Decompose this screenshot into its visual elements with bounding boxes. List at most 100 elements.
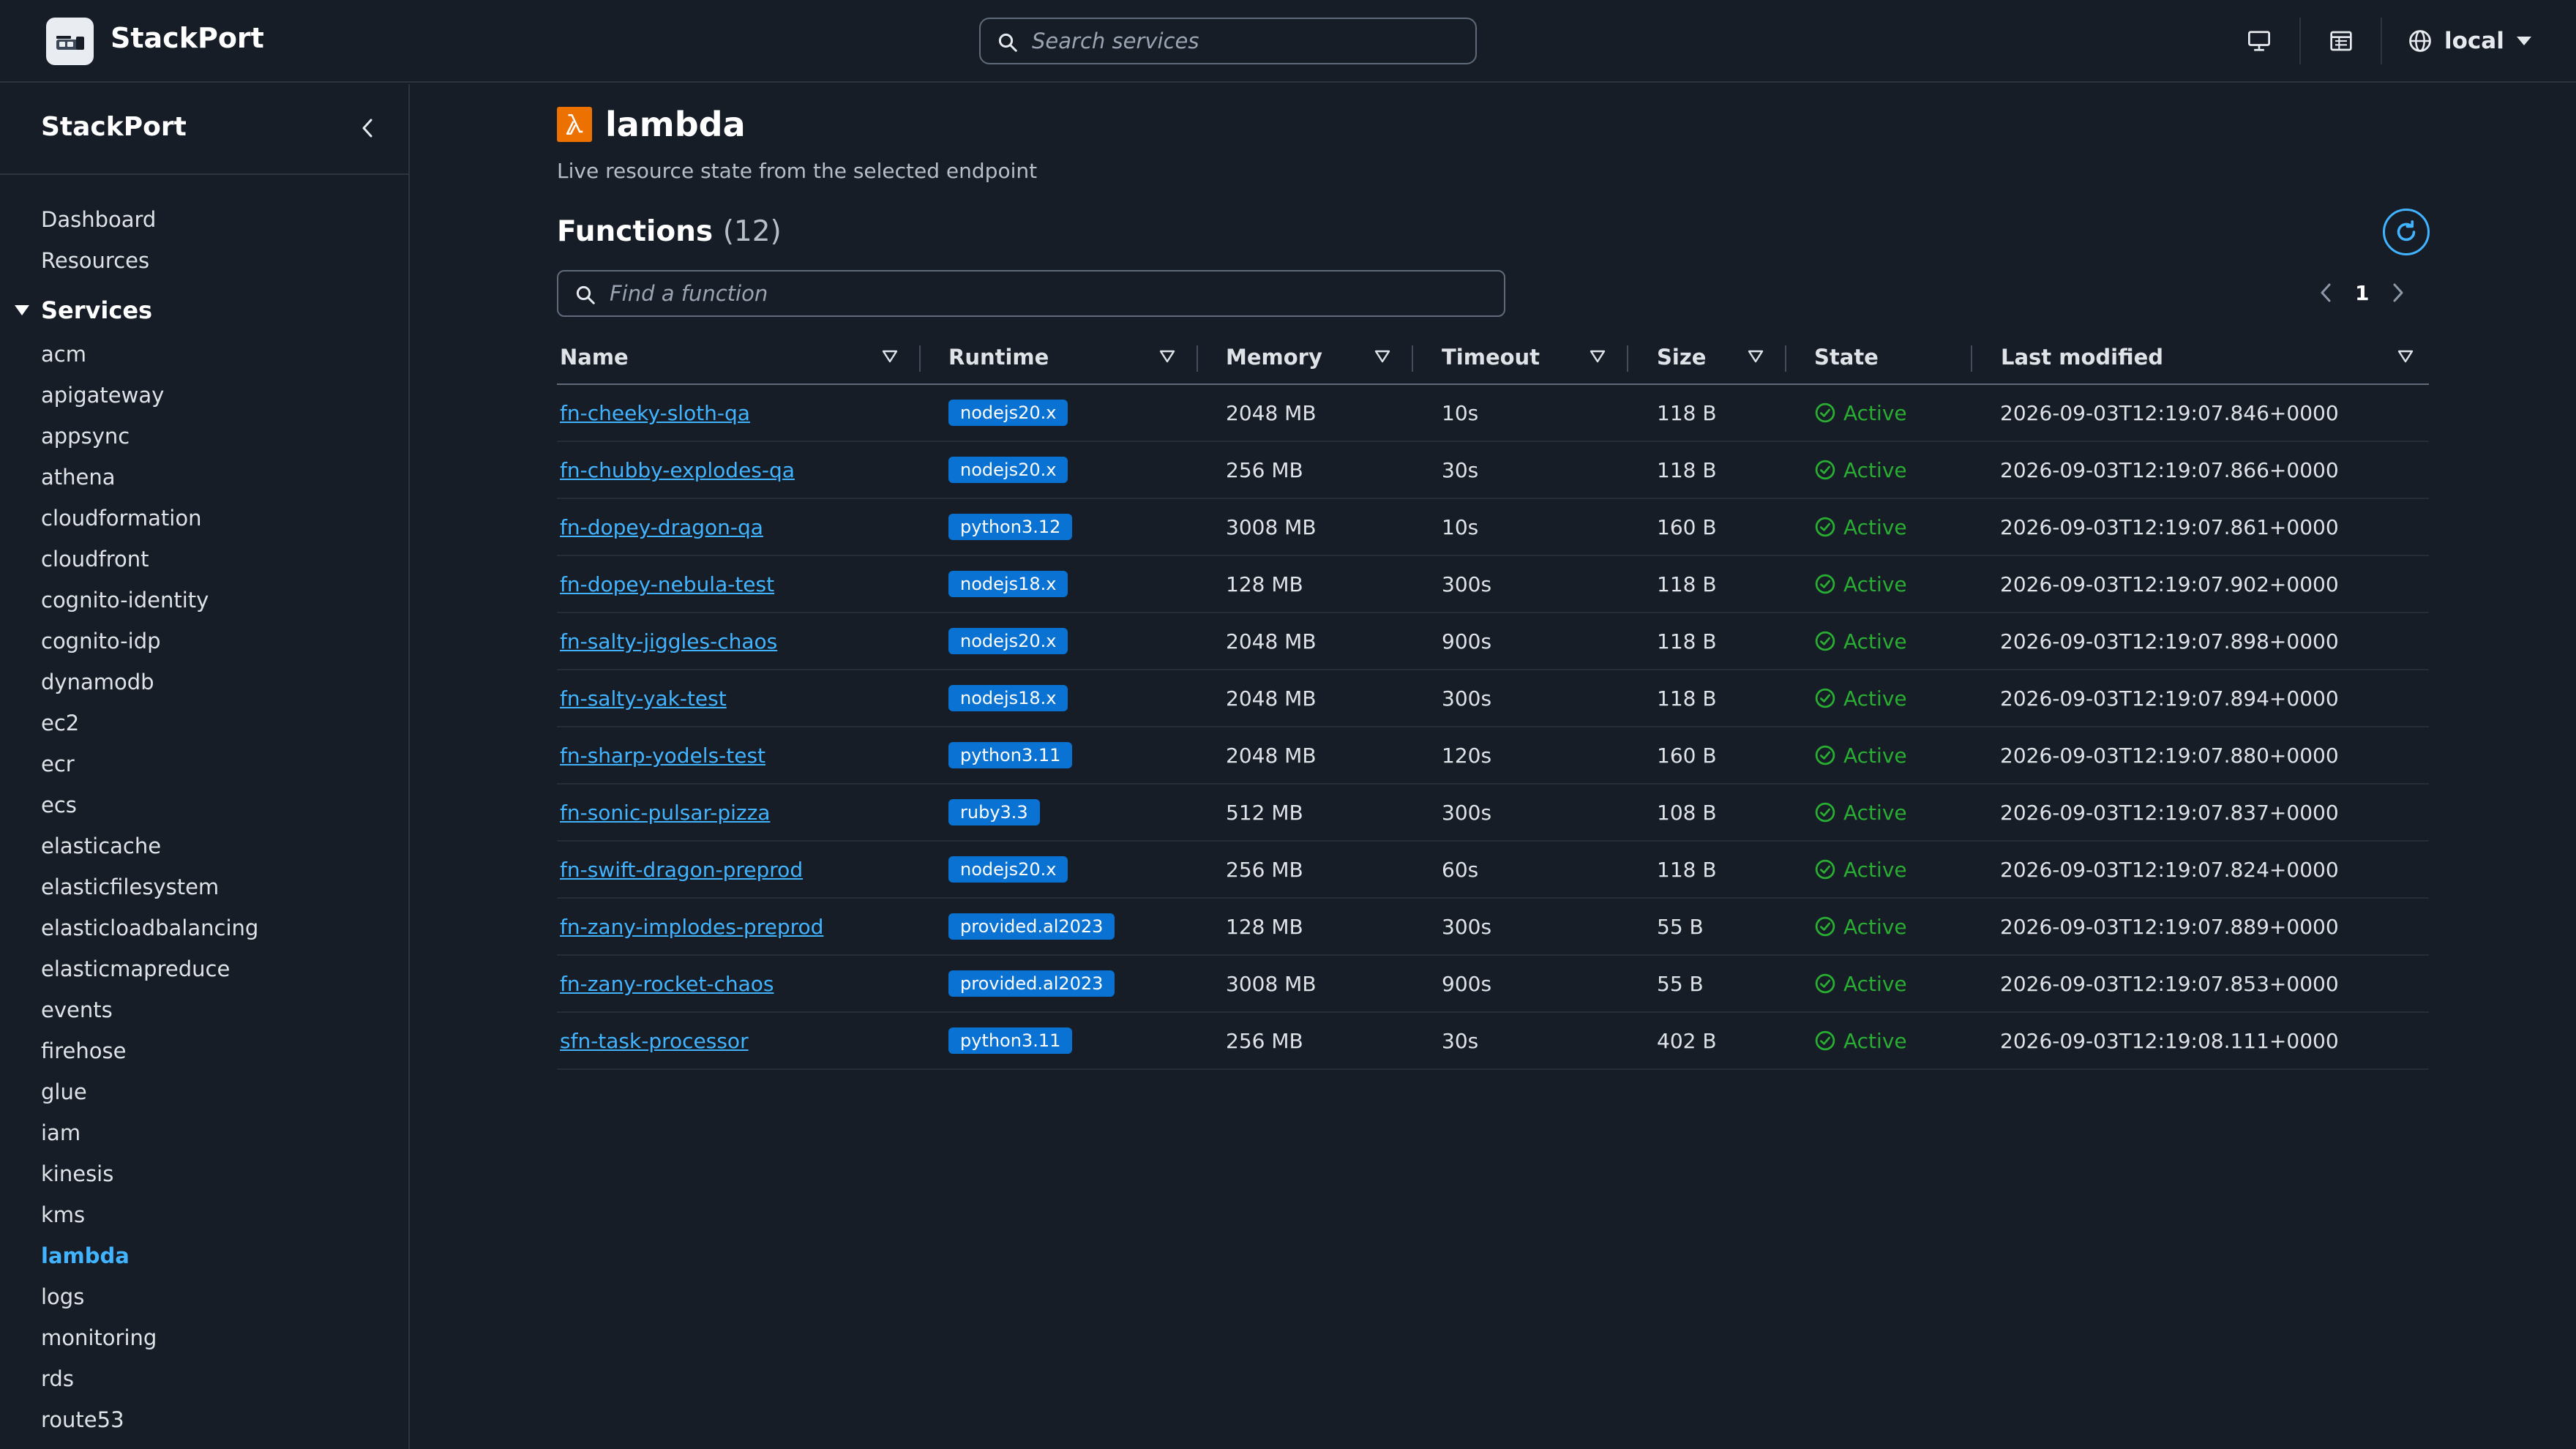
function-name-link[interactable]: fn-cheeky-sloth-qa bbox=[560, 400, 750, 425]
sort-caret-icon[interactable] bbox=[1748, 348, 1764, 364]
function-name-link[interactable]: fn-salty-yak-test bbox=[560, 686, 727, 711]
chevron-left-icon[interactable] bbox=[2318, 282, 2333, 304]
stackport-logo-icon[interactable] bbox=[46, 18, 94, 65]
cell-state: Active bbox=[1814, 556, 1907, 612]
sidebar-item-elasticmapreduce[interactable]: elasticmapreduce bbox=[41, 956, 231, 981]
column-header-runtime[interactable]: Runtime bbox=[948, 345, 1049, 370]
column-header-state[interactable]: State bbox=[1814, 345, 1879, 370]
function-name-link[interactable]: fn-dopey-nebula-test bbox=[560, 572, 775, 596]
table-row[interactable]: fn-salty-yak-test nodejs18.x 2048 MB 300s 11… bbox=[557, 670, 2429, 727]
column-header-size[interactable]: Size bbox=[1657, 345, 1707, 370]
refresh-button[interactable] bbox=[2383, 209, 2430, 255]
function-name-link[interactable]: fn-chubby-explodes-qa bbox=[560, 457, 795, 482]
table-row[interactable]: fn-sonic-pulsar-pizza ruby3.3 512 MB 300s 10… bbox=[557, 785, 2429, 842]
table-row[interactable]: fn-dopey-dragon-qa python3.12 3008 MB 10s 16… bbox=[557, 499, 2429, 556]
find-function-field[interactable] bbox=[557, 270, 1505, 317]
sidebar-item-iam[interactable]: iam bbox=[41, 1120, 81, 1145]
region-selector[interactable]: local bbox=[2408, 22, 2532, 60]
table-row[interactable]: fn-salty-jiggles-chaos nodejs20.x 2048 MB 9… bbox=[557, 613, 2429, 670]
sidebar-item-elasticfilesystem[interactable]: elasticfilesystem bbox=[41, 875, 220, 899]
services-section-toggle[interactable]: Services bbox=[13, 296, 152, 324]
function-name-link[interactable]: fn-salty-jiggles-chaos bbox=[560, 629, 778, 654]
cell-size: 402 B bbox=[1657, 1028, 1717, 1053]
sidebar-link-dashboard[interactable]: Dashboard bbox=[41, 207, 157, 232]
sidebar-item-ecr[interactable]: ecr bbox=[41, 752, 75, 776]
cell-modified: 2026-09-03T12:19:07.902+0000 bbox=[2000, 572, 2339, 596]
current-page-number[interactable]: 1 bbox=[2355, 280, 2370, 305]
sidebar-item-ecs[interactable]: ecs bbox=[41, 793, 77, 817]
sidebar-item-glue[interactable]: glue bbox=[41, 1079, 87, 1104]
column-header-timeout[interactable]: Timeout bbox=[1442, 345, 1540, 370]
sidebar-item-events[interactable]: events bbox=[41, 997, 113, 1022]
function-name-link[interactable]: sfn-task-processor bbox=[560, 1028, 749, 1053]
service-search-input[interactable] bbox=[1032, 25, 1464, 57]
find-function-input[interactable] bbox=[610, 277, 1488, 310]
column-header-name[interactable]: Name bbox=[560, 345, 629, 370]
table-row[interactable]: fn-sharp-yodels-test python3.11 2048 MB 120… bbox=[557, 727, 2429, 785]
sidebar-item-elasticache[interactable]: elasticache bbox=[41, 834, 162, 858]
function-name-link[interactable]: fn-sharp-yodels-test bbox=[560, 743, 766, 768]
function-name-link[interactable]: fn-dopey-dragon-qa bbox=[560, 514, 763, 539]
sidebar-item-acm[interactable]: acm bbox=[41, 342, 86, 367]
table-row[interactable]: fn-chubby-explodes-qa nodejs20.x 256 MB 30s… bbox=[557, 442, 2429, 499]
calendar-icon[interactable] bbox=[2325, 25, 2357, 57]
sidebar-item-route53[interactable]: route53 bbox=[41, 1407, 124, 1432]
sidebar-item-apigateway[interactable]: apigateway bbox=[41, 383, 165, 408]
sidebar-item-monitoring[interactable]: monitoring bbox=[41, 1325, 157, 1350]
table-row[interactable]: fn-zany-implodes-preprod provided.al2023 1… bbox=[557, 899, 2429, 956]
sort-caret-icon[interactable] bbox=[1590, 348, 1606, 364]
sidebar-item-lambda[interactable]: lambda bbox=[41, 1243, 130, 1268]
cell-memory: 2048 MB bbox=[1226, 629, 1317, 654]
cell-memory: 2048 MB bbox=[1226, 400, 1317, 425]
sidebar-item-cognito-idp[interactable]: cognito-idp bbox=[41, 629, 161, 654]
cell-name: fn-dopey-nebula-test bbox=[560, 556, 774, 612]
table-row[interactable]: sfn-task-processor python3.11 256 MB 30s 402… bbox=[557, 1013, 2429, 1070]
function-name-link[interactable]: fn-sonic-pulsar-pizza bbox=[560, 800, 771, 825]
sort-caret-icon[interactable] bbox=[1374, 348, 1390, 364]
sidebar-item-ec2[interactable]: ec2 bbox=[41, 711, 80, 735]
app-brand[interactable]: StackPort bbox=[111, 22, 264, 54]
function-name-link[interactable]: fn-zany-rocket-chaos bbox=[560, 971, 774, 996]
sidebar-item-firehose[interactable]: firehose bbox=[41, 1038, 127, 1063]
sidebar-item-cloudfront[interactable]: cloudfront bbox=[41, 547, 149, 572]
cell-modified: 2026-09-03T12:19:07.866+0000 bbox=[2000, 457, 2339, 482]
table-row[interactable]: fn-dopey-nebula-test nodejs18.x 128 MB 300s… bbox=[557, 556, 2429, 613]
cell-name: fn-sharp-yodels-test bbox=[560, 727, 765, 783]
cell-size: 160 B bbox=[1657, 743, 1717, 768]
sidebar-item-athena[interactable]: athena bbox=[41, 465, 116, 490]
sidebar-item-dynamodb[interactable]: dynamodb bbox=[41, 670, 154, 694]
table-row[interactable]: fn-zany-rocket-chaos provided.al2023 3008 … bbox=[557, 956, 2429, 1013]
sidebar-item-cloudformation[interactable]: cloudformation bbox=[41, 506, 202, 531]
collapse-sidebar-button[interactable] bbox=[353, 113, 382, 143]
check-circle-icon bbox=[1815, 859, 1835, 880]
sidebar-item-appsync[interactable]: appsync bbox=[41, 424, 130, 449]
sidebar-item-logs[interactable]: logs bbox=[41, 1284, 85, 1309]
sidebar-link-resources[interactable]: Resources bbox=[41, 248, 150, 273]
sidebar-item-elasticloadbalancing[interactable]: elasticloadbalancing bbox=[41, 916, 259, 940]
cell-state: Active bbox=[1814, 899, 1907, 954]
chevron-right-icon[interactable] bbox=[2391, 282, 2405, 304]
table-row[interactable]: fn-swift-dragon-preprod nodejs20.x 256 MB 6… bbox=[557, 842, 2429, 899]
cell-modified: 2026-09-03T12:19:07.889+0000 bbox=[2000, 914, 2339, 939]
sidebar-item-cognito-identity[interactable]: cognito-identity bbox=[41, 588, 209, 613]
column-header-last-modified-label[interactable]: Last modified bbox=[2001, 345, 2164, 370]
function-name-link[interactable]: fn-zany-implodes-preprod bbox=[560, 914, 824, 939]
function-name-link[interactable]: fn-swift-dragon-preprod bbox=[560, 857, 804, 882]
cell-state: Active bbox=[1814, 785, 1907, 840]
service-search[interactable] bbox=[979, 18, 1477, 64]
sort-caret-icon[interactable] bbox=[2397, 348, 2414, 364]
column-header-memory[interactable]: Memory bbox=[1226, 345, 1322, 370]
monitor-icon[interactable] bbox=[2243, 25, 2275, 57]
cell-runtime: nodejs20.x bbox=[948, 385, 1068, 441]
sidebar-item-rds[interactable]: rds bbox=[41, 1366, 74, 1391]
sort-caret-icon[interactable] bbox=[882, 348, 898, 364]
sidebar-item-kms[interactable]: kms bbox=[41, 1202, 86, 1227]
pagination: 1 bbox=[2318, 275, 2405, 310]
sort-caret-icon[interactable] bbox=[1159, 348, 1175, 364]
sidebar-title[interactable]: StackPort bbox=[41, 112, 187, 142]
check-circle-icon bbox=[1815, 688, 1835, 708]
cell-size: 118 B bbox=[1657, 400, 1717, 425]
column-divider bbox=[1412, 345, 1413, 372]
table-row[interactable]: fn-cheeky-sloth-qa nodejs20.x 2048 MB 10s 11… bbox=[557, 385, 2429, 442]
sidebar-item-kinesis[interactable]: kinesis bbox=[41, 1161, 114, 1186]
